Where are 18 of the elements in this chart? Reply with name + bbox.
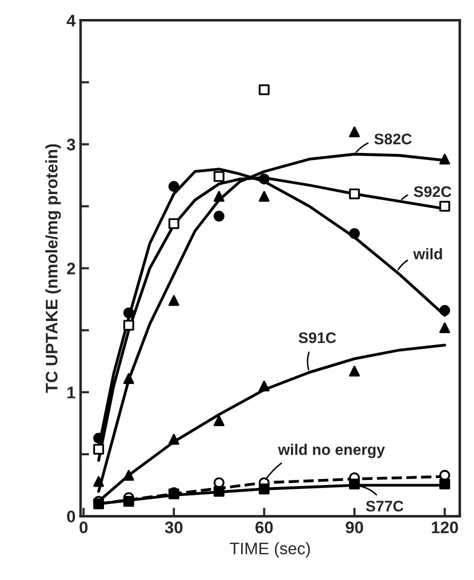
x-tick-label: 120 [432,522,458,534]
y-tick-label: 4 [66,14,76,26]
annotation: S92C [414,186,452,198]
y-tick-label: 0 [67,510,76,522]
y-axis-title: TC UPTAKE (nmole/mg protein) [45,144,61,393]
annotation: wild no energy [278,444,385,458]
y-tick-label: 1 [68,386,76,398]
annotation: S82C [374,134,412,144]
x-tick-label: 0 [80,522,88,534]
x-tick-label: 30 [164,522,182,534]
y-tick-label: 3 [66,138,76,150]
x-axis-title: TIME (sec) [230,542,310,558]
x-tick-label: 90 [346,522,364,534]
annotation: S91C [298,332,336,344]
annotation: S77C [366,500,404,512]
x-tick-label: 60 [256,522,273,534]
annotation: wild [413,248,442,260]
y-tick-label: 2 [67,262,76,274]
